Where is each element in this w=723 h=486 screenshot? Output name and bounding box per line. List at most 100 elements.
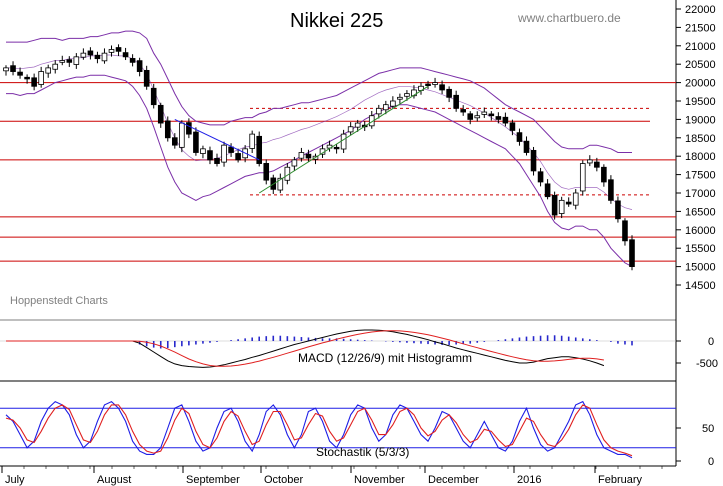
candle-body [10,65,16,72]
candle-body [38,71,44,85]
candle-body [179,122,185,148]
candle-body [291,159,298,167]
candle-body [601,166,607,183]
candle-body [565,201,572,205]
candle-body [425,83,431,86]
price-tick-label: 18000 [685,151,716,163]
candle-body [94,54,101,60]
candle-body [340,133,347,150]
candle-body [200,148,206,154]
candle-body [544,183,551,198]
month-label: November [354,474,405,486]
bollinger-band-line [6,74,633,268]
candle-body [523,140,530,153]
source-label: Hoppenstedt Charts [10,295,108,307]
price-tick-label: 16000 [685,225,716,237]
candle-body [446,88,452,98]
candle-body [45,67,52,74]
candle-body [488,113,495,117]
candle-body [460,109,466,113]
candle-body [256,135,263,164]
candle-body [164,120,171,139]
candle-body [298,152,305,159]
candle-body [122,52,129,58]
candle-body [87,50,94,56]
price-tick-label: 14500 [685,280,716,292]
candle-body [516,132,523,142]
candle-body [579,163,586,192]
candle-body [474,115,481,119]
candle-body [390,100,396,107]
price-tick-label: 19500 [685,96,716,108]
candle-body [397,96,403,100]
candle-body [453,94,459,109]
macd-tick-label: -500 [696,358,718,370]
candle-body [101,52,108,62]
month-label: February [598,474,643,486]
time-axis-ticks: July August September October November Decemb… [1,466,663,486]
candle-body [31,77,37,87]
price-tick-label: 20000 [685,78,716,90]
uptrend-line [258,85,429,194]
candle-body [59,60,66,63]
candle-body [467,113,474,120]
candle-body [66,59,73,63]
candle-body [214,158,220,164]
candle-body [404,93,410,97]
candle-body [551,194,558,216]
month-label: September [186,474,240,486]
price-tick-label: 15000 [685,262,716,274]
candle-body [172,137,178,146]
candle-body [17,71,23,76]
downtrend-line [174,118,260,161]
candle-body [157,104,164,124]
stochastic-panel: 50 0 [0,400,714,468]
candle-body [509,122,516,131]
price-tick-label: 18500 [685,133,716,145]
candle-body [263,163,270,181]
candle-body [333,146,340,150]
candle-body [586,159,593,164]
stoch-label: Stochastik (5/3/3) [316,445,409,459]
candle-body [3,67,9,72]
macd-label: MACD (12/26/9) mit Histogramm [298,351,472,365]
candle-body [228,146,234,153]
price-tick-label: 16500 [685,206,716,218]
candle-body [136,60,143,72]
candle-body [207,150,213,161]
candle-body [249,133,255,149]
candle-body [129,58,136,63]
candle-body [24,76,30,80]
candle-body [629,239,635,268]
price-tick-label: 20500 [685,59,716,71]
candle-body [622,220,628,242]
candle-body [73,56,80,65]
month-label: October [264,474,303,486]
price-tick-label: 17500 [685,170,716,182]
candle-body [235,153,241,161]
chart-title: Nikkei 225 [290,10,383,32]
candle-body [537,171,544,183]
candle-body [572,192,579,206]
candle-body [608,179,614,201]
stoch-tick-label: 50 [702,423,714,435]
month-label: 2016 [517,474,541,486]
candle-body [115,47,122,52]
candle-body [495,116,502,120]
price-tick-label: 15500 [685,243,716,255]
candle-body [186,122,192,135]
stoch-d-line [5,404,633,457]
candle-body [108,49,115,53]
price-tick-label: 21500 [685,22,716,34]
trend-line [174,85,429,194]
price-tick-label: 17000 [685,188,716,200]
candle-body [383,104,389,111]
horizontal-levels [0,82,676,262]
candle-body [277,177,284,191]
candle-body [530,149,537,172]
candle-body [193,131,199,153]
candle-body [439,84,445,91]
candle-body [52,63,59,70]
candle-body [221,144,227,163]
